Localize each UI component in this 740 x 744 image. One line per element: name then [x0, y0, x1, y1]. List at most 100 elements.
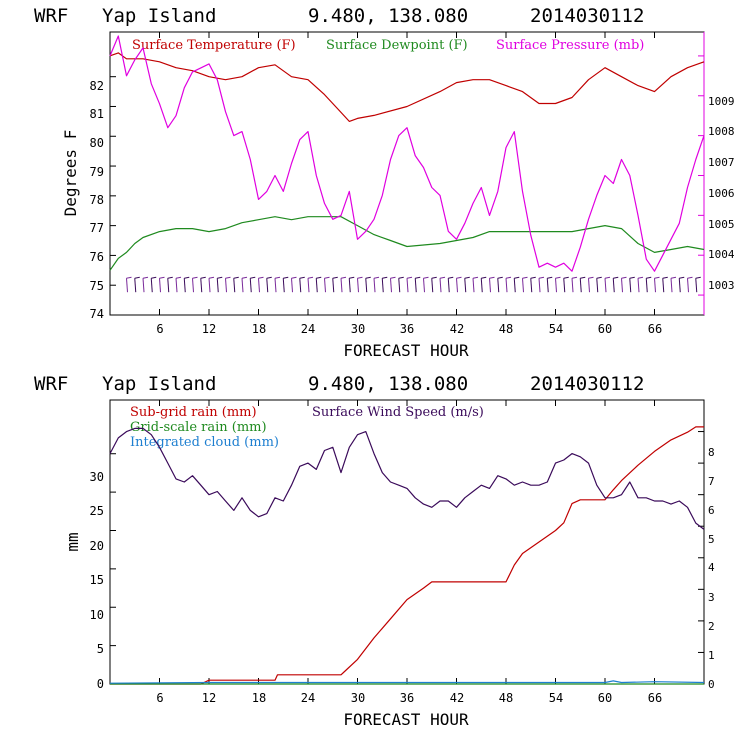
wind-speed-line — [109, 427, 705, 530]
bottom-xtick-6: 6 — [156, 691, 163, 705]
bottom-xtick-42: 42 — [450, 691, 464, 705]
wind-barb — [200, 276, 206, 293]
top-ytick-78: 78 — [90, 193, 104, 207]
top-xtick-6: 6 — [156, 322, 163, 336]
bottom-xtick-60: 60 — [598, 691, 612, 705]
wind-barb — [340, 276, 347, 293]
wind-barb — [208, 276, 215, 293]
wind-barb — [299, 276, 305, 293]
bottom-ytick-0: 0 — [97, 677, 104, 691]
wind-barbs — [126, 276, 701, 293]
wind-barb — [266, 276, 272, 293]
top-title-location: Yap Island — [102, 5, 216, 27]
wind-barb — [662, 276, 668, 293]
top-ytick-76: 76 — [90, 250, 104, 264]
top-title-coords: 9.480, 138.080 — [308, 5, 468, 27]
integrated-cloud-line — [109, 680, 705, 684]
bottom-title-location: Yap Island — [102, 373, 216, 395]
top-chart-title: WRF Yap Island 9.480, 138.080 2014030112 — [34, 5, 644, 27]
wind-barb — [555, 276, 561, 293]
top-y2tick-1009: 1009 — [708, 95, 735, 108]
top-y2tick-1006: 1006 — [708, 187, 735, 200]
wind-barb — [390, 276, 396, 293]
wind-barb — [654, 276, 660, 293]
wind-barb — [695, 276, 701, 293]
wind-barb — [629, 276, 635, 293]
wind-barb — [464, 276, 470, 293]
legend-surface-dewpoint: Surface Dewpoint (F) — [326, 38, 468, 53]
top-xtick-24: 24 — [301, 322, 315, 336]
wind-barb — [282, 276, 289, 293]
legend-surface-temperature: Surface Temperature (F) — [132, 38, 296, 53]
top-ytick-77: 77 — [90, 221, 104, 235]
wind-barb — [472, 276, 479, 293]
legend-surface-pressure: Surface Pressure (mb) — [496, 38, 644, 53]
wind-barb — [159, 276, 165, 293]
pressure-line — [109, 35, 705, 272]
wind-barb — [612, 276, 619, 293]
wind-barb — [670, 276, 677, 293]
bottom-x-axis-label: FORECAST HOUR — [343, 710, 469, 729]
bottom-y2tick-4: 4 — [708, 561, 715, 574]
top-ytick-79: 79 — [90, 165, 104, 179]
wind-barb — [505, 276, 512, 293]
wind-barb — [216, 276, 223, 293]
wind-barb — [192, 276, 198, 293]
top-y2tick-1003: 1003 — [708, 279, 735, 292]
top-xtick-48: 48 — [499, 322, 513, 336]
bottom-y-axis-label: mm — [63, 532, 82, 551]
bottom-y2tick-2: 2 — [708, 620, 715, 633]
wind-barb — [439, 276, 446, 293]
wind-barb — [596, 276, 602, 293]
top-plot-frame — [109, 31, 705, 316]
wind-barb — [489, 276, 495, 293]
top-legend: Surface Temperature (F) Surface Dewpoint… — [132, 38, 644, 53]
top-xtick-12: 12 — [202, 322, 216, 336]
top-xtick-30: 30 — [351, 322, 365, 336]
wind-barb — [348, 276, 355, 293]
wind-barb — [604, 276, 611, 293]
legend-surface-wind-speed: Surface Wind Speed (m/s) — [312, 405, 484, 420]
wind-barb — [381, 276, 388, 293]
legend-subgrid-rain: Sub-grid rain (mm) — [130, 405, 257, 420]
bottom-y2tick-7: 7 — [708, 475, 715, 488]
top-y2-axis-ticks: 1003 1004 1005 1006 1007 1008 1009 — [708, 95, 735, 292]
wind-barb — [522, 276, 528, 293]
bottom-title-init: 2014030112 — [530, 373, 644, 395]
wind-barb — [332, 276, 338, 293]
bottom-y2-axis-ticks: 0 1 2 3 4 5 6 7 8 — [708, 446, 715, 691]
bottom-ytick-5: 5 — [97, 642, 104, 656]
wind-barb — [307, 276, 314, 293]
wind-barb — [678, 276, 685, 293]
wind-barb — [373, 276, 380, 293]
wind-barb — [357, 276, 363, 293]
bottom-y2tick-0: 0 — [708, 678, 715, 691]
axis-tick-marks — [110, 32, 704, 316]
bottom-y2tick-8: 8 — [708, 446, 715, 459]
top-x-axis-ticks: 6 12 18 24 30 36 42 48 54 60 66 — [156, 322, 662, 336]
bottom-legend: Sub-grid rain (mm) Grid-scale rain (mm) … — [130, 405, 484, 450]
wind-barb — [291, 276, 297, 293]
top-ytick-82: 82 — [90, 79, 104, 93]
bottom-xtick-48: 48 — [499, 691, 513, 705]
top-xtick-54: 54 — [549, 322, 563, 336]
wind-barb — [365, 276, 371, 293]
wind-barb — [637, 276, 644, 293]
legend-integrated-cloud: Integrated cloud (mm) — [130, 435, 279, 450]
wind-barb — [225, 276, 231, 293]
wind-barb — [621, 276, 627, 293]
wind-barb — [546, 276, 553, 293]
top-xtick-60: 60 — [598, 322, 612, 336]
bottom-ytick-15: 15 — [90, 573, 104, 587]
wind-barb — [258, 276, 264, 293]
bottom-xtick-18: 18 — [252, 691, 266, 705]
wind-barb — [563, 276, 569, 293]
bottom-xtick-36: 36 — [400, 691, 414, 705]
bottom-x-axis-ticks: 6 12 18 24 30 36 42 48 54 60 66 — [156, 691, 662, 705]
top-xtick-42: 42 — [450, 322, 464, 336]
wind-barb — [513, 276, 520, 293]
bottom-y2tick-6: 6 — [708, 504, 715, 517]
top-xtick-66: 66 — [648, 322, 662, 336]
